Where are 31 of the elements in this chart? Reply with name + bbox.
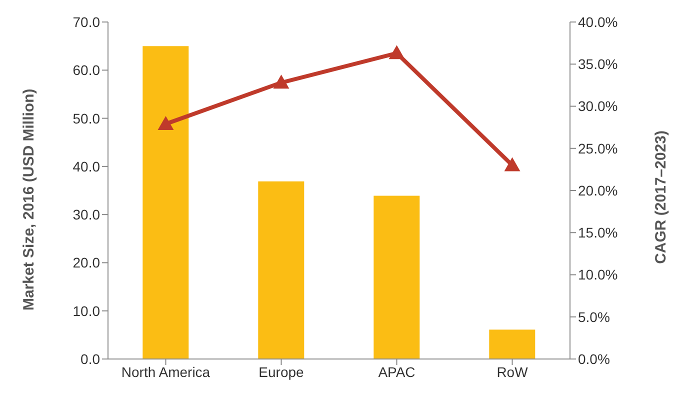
y-tick-label: 0.0 xyxy=(80,350,100,367)
x-tick-label: Europe xyxy=(258,364,304,380)
x-tick-label: APAC xyxy=(378,364,416,380)
bar xyxy=(489,330,536,359)
y-tick-label: 20.0 xyxy=(72,254,100,271)
point xyxy=(158,116,174,130)
y2-axis-title: CAGR (2017–2023) xyxy=(652,130,670,264)
bar xyxy=(374,196,420,359)
y-axis-title: Market Size, 2016 (USD Million) xyxy=(20,88,38,310)
y-tick-label: 10.0 xyxy=(72,302,100,319)
y2-tick-label: 25.0% xyxy=(578,140,618,156)
y2-tick-label: 15.0% xyxy=(578,224,618,241)
point xyxy=(504,157,520,172)
y2-tick-label: 35.0% xyxy=(578,56,618,72)
bar xyxy=(142,46,189,359)
y-tick-label: 40.0 xyxy=(72,158,100,174)
point xyxy=(388,45,405,60)
y2-tick-label: 5.0% xyxy=(578,308,610,325)
bar xyxy=(258,181,304,359)
y2-tick-label: 20.0% xyxy=(578,182,618,198)
x-tick-label: North America xyxy=(121,364,210,380)
y-tick-label: 30.0 xyxy=(72,206,100,223)
y-tick-label: 60.0 xyxy=(72,62,100,78)
y-tick-label: 70.0 xyxy=(72,14,100,30)
y2-tick-label: 30.0% xyxy=(578,98,618,114)
y2-tick-label: 40.0% xyxy=(578,14,618,30)
y2-tick-label: 10.0% xyxy=(578,266,618,283)
x-tick-label: RoW xyxy=(496,364,529,380)
y2-tick-label: 0.0% xyxy=(578,350,610,367)
y-tick-label: 50.0 xyxy=(72,110,100,126)
point xyxy=(273,74,290,89)
